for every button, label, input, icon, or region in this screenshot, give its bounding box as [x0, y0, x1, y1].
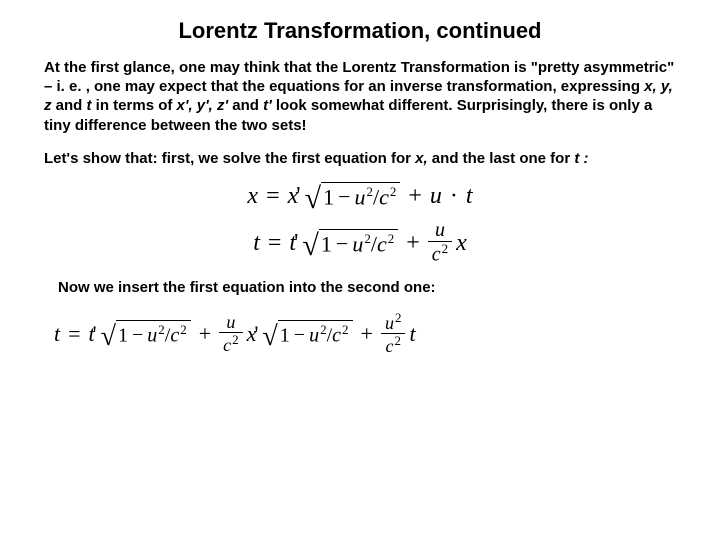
- eq3-t: t: [54, 321, 60, 347]
- eq2-frac: u c2: [428, 220, 452, 266]
- eq1-xp: x': [288, 183, 301, 210]
- p1-text-b: and: [52, 97, 87, 114]
- slide: Lorentz Transformation, continued At the…: [0, 0, 720, 372]
- eq2-tp: t': [289, 230, 298, 257]
- eq1-eq: =: [266, 183, 280, 210]
- equation-2: t = t' √ 1−u2/c2 + u c2 x: [44, 220, 676, 266]
- p2-var-2: t :: [574, 150, 588, 167]
- p2-text-b: and the last one for: [428, 150, 575, 167]
- eq2-x: x: [456, 230, 467, 257]
- eq1-x: x: [247, 183, 258, 210]
- eq1-t: t: [466, 183, 473, 210]
- p2-text-a: Let's show that: first, we solve the fir…: [44, 150, 415, 167]
- equation-3: t = t' √ 1−u2/c2 + u c2 x' √ 1−u2/c2 +: [54, 311, 676, 356]
- eq2-t: t: [253, 230, 260, 257]
- eq1-sqrt: √ 1−u2/c2: [305, 182, 401, 210]
- eq2-eq: =: [268, 230, 282, 257]
- p2-var-1: x,: [415, 150, 428, 167]
- eq2-sqrt: √ 1−u2/c2: [302, 229, 398, 257]
- eq1-dot: ·: [450, 183, 458, 210]
- eq1-u: u: [430, 183, 442, 210]
- p1-vars-4: t': [263, 97, 272, 114]
- slide-title: Lorentz Transformation, continued: [44, 18, 676, 44]
- eq1-plus: +: [408, 183, 422, 210]
- p1-text-c: in terms of: [92, 97, 177, 114]
- paragraph-2: Let's show that: first, we solve the fir…: [44, 149, 676, 168]
- p1-text-a: At the first glance, one may think that …: [44, 59, 674, 95]
- paragraph-3: Now we insert the first equation into th…: [58, 278, 676, 297]
- p1-text-d: and: [228, 97, 263, 114]
- eq2-plus: +: [406, 230, 420, 257]
- p1-vars-3: x', y', z': [177, 97, 229, 114]
- paragraph-1: At the first glance, one may think that …: [44, 58, 676, 135]
- equation-1: x = x' √ 1−u2/c2 + u · t: [44, 182, 676, 210]
